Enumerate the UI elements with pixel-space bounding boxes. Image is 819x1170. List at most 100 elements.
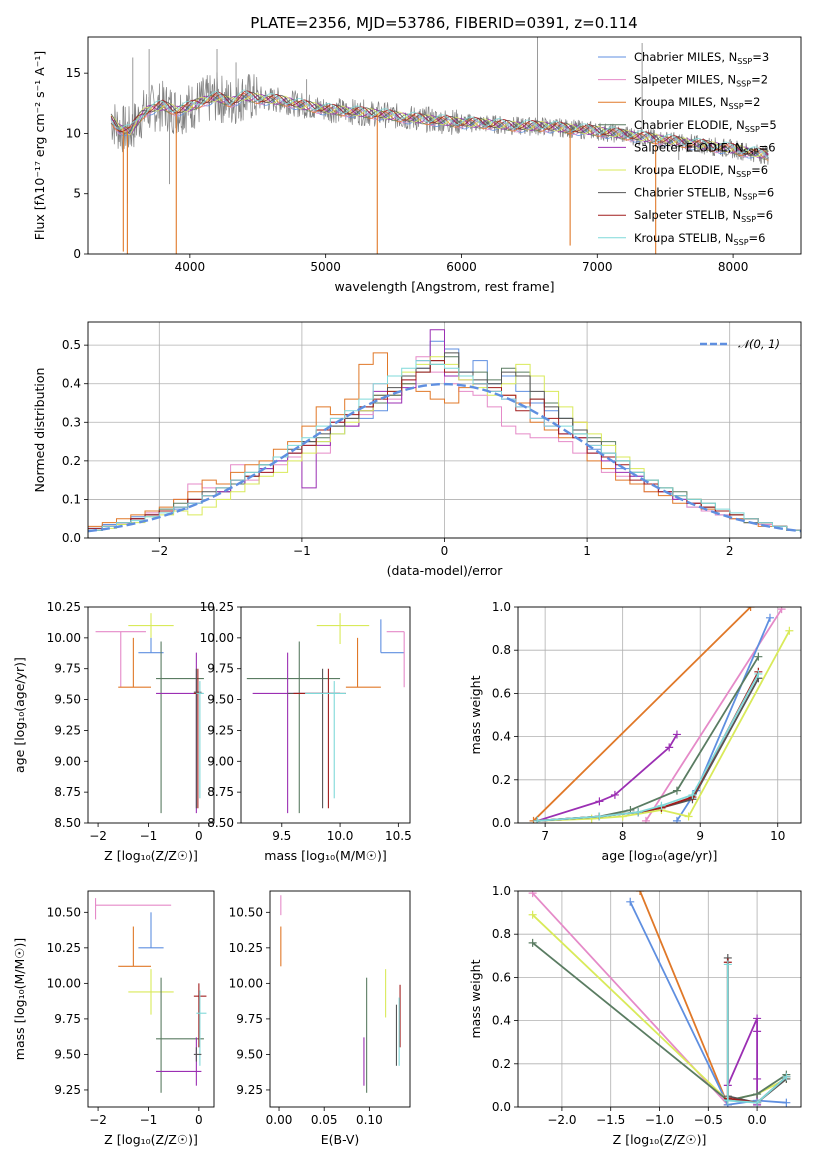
age_vs_mass-panel: 9.5 10.0 10.5 8.50 8.75 9.00 9.25 9.50 9.75 10.00…	[200, 600, 412, 863]
weight_vs_age-xtick-label: 10	[770, 829, 785, 843]
weight_vs_age-ylabel: mass weight	[468, 675, 483, 754]
age_vs_Z-ytick-label: 10.25	[47, 600, 81, 614]
weight_vs_Z-ytick-label: 0.0	[492, 1100, 511, 1114]
legend-label-main: Salpeter MILES, N	[634, 73, 736, 87]
mass_vs_EBV-ytick-label: 10.25	[229, 941, 263, 955]
age_vs_mass-ytick-label: 10.25	[200, 600, 234, 614]
weight-marker	[528, 910, 537, 919]
weight_vs_Z-plot-area	[528, 891, 791, 1107]
residuals-frame	[87, 321, 802, 539]
weight-marker	[595, 812, 604, 821]
legend-label-suffix: =6	[757, 186, 774, 200]
age_vs_Z-ytick-label: 8.50	[54, 816, 81, 830]
legend-label-main: Salpeter ELODIE, N	[634, 140, 744, 154]
age_vs_mass-ytick-label: 9.00	[207, 754, 234, 768]
spectrum-xtick-label: 7000	[582, 260, 613, 274]
weight_vs_age-frame	[517, 606, 802, 824]
weight_vs_Z-ytick-label: 1.0	[492, 884, 511, 898]
weight_vs_Z-xtick-label: −2.0	[547, 1113, 576, 1127]
mass_vs_Z-frame	[87, 890, 215, 1108]
weight-marker	[641, 816, 650, 823]
age_vs_Z-panel: −2 −1 0 8.50 8.75 9.00 9.25 9.50 9.75 10.00 10.25 Z…	[12, 600, 215, 863]
mass_vs_Z-ytick-label: 10.25	[47, 941, 81, 955]
weight_vs_age-ytick-label: 0.2	[492, 773, 511, 787]
spectrum-xtick-label: 4000	[175, 260, 206, 274]
weight_vs_age-panel: 7 8 9 10 0.0 0.2 0.4 0.6 0.8 1.0 age [log₁₀(age/yr…	[468, 600, 802, 863]
weight-line	[532, 942, 787, 1102]
mass_vs_Z-ytick-label: 9.50	[54, 1047, 81, 1061]
weight-marker	[595, 797, 604, 806]
weight-line	[537, 673, 760, 822]
legend-label-suffix: =6	[756, 208, 773, 222]
legend-label-main: Chabrier ELODIE, N	[634, 118, 745, 132]
age_vs_mass-plot-area	[246, 613, 405, 814]
mass_vs_Z-ylabel: mass [log₁₀(M/M☉)]	[12, 938, 27, 1060]
legend-label-sub: SSP	[744, 147, 759, 156]
legend-label: Kroupa MILES, NSSP=2	[634, 95, 760, 111]
mass_vs_Z-xlabel: Z [log₁₀(Z/Z☉)]	[104, 1132, 198, 1147]
age_vs_Z-ytick-label: 9.25	[54, 723, 81, 737]
age_vs_mass-ytick-label: 8.50	[207, 816, 234, 830]
weight-marker	[610, 790, 619, 799]
mass_vs_Z-ytick-label: 10.50	[47, 905, 81, 919]
residuals-ytick-label: 0.1	[62, 492, 81, 506]
mass_vs_Z-panel: −2 −1 0 9.25 9.50 9.75 10.00 10.25 10.50 Z [log₁₀…	[12, 890, 215, 1147]
histogram-series	[88, 360, 801, 538]
weight-marker	[753, 1090, 762, 1099]
weight_vs_Z-ytick-label: 0.4	[492, 1014, 511, 1028]
weight-marker	[753, 1098, 762, 1107]
spectrum-ytick-label: 10	[66, 126, 81, 140]
age_vs_mass-frame	[240, 606, 411, 824]
legend-label: Kroupa STELIB, NSSP=6	[634, 231, 765, 247]
age_vs_Z-xtick-label: −2	[89, 829, 107, 843]
weight_vs_age-xtick-label: 7	[541, 829, 549, 843]
weight-marker	[528, 891, 537, 898]
mass_vs_EBV-ytick-label: 9.75	[236, 1012, 263, 1026]
residuals-plot-area	[88, 329, 801, 538]
age_vs_Z-ytick-label: 9.50	[54, 693, 81, 707]
mass_vs_EBV-ytick-label: 9.50	[236, 1047, 263, 1061]
spectrum-ytick-label: 5	[73, 187, 81, 201]
residuals-panel: −2 −1 0 1 2 0.0 0.1 0.2 0.3 0.4 0.5 𝒩(0, 1) (data-mo…	[32, 321, 802, 578]
weight-marker	[746, 607, 755, 611]
weight-marker	[723, 1096, 732, 1105]
weight-marker	[528, 938, 537, 947]
normal-curve	[88, 382, 801, 533]
legend-label-sub: SSP	[745, 125, 760, 134]
spectrum-xtick-label: 8000	[718, 260, 749, 274]
spectrum-model-line	[110, 93, 769, 158]
legend-label-sub: SSP	[737, 57, 752, 66]
weight_vs_Z-ylabel: mass weight	[468, 959, 483, 1038]
legend-label: 𝒩(0, 1)	[738, 337, 780, 351]
weight-line	[532, 607, 752, 822]
spectrum-frame	[87, 36, 802, 255]
weight-marker	[634, 808, 643, 817]
weight-line	[645, 608, 783, 822]
mass_vs_EBV-panel: 0.00 0.05 0.10 9.25 9.50 9.75 10.00 10.25 10.50 E…	[229, 890, 411, 1147]
weight-marker	[753, 1074, 762, 1083]
weight_vs_Z-xtick-label: 0.0	[748, 1113, 767, 1127]
spectrum-xtick-label: 5000	[310, 260, 341, 274]
mass_vs_Z-ytick-label: 9.25	[54, 1083, 81, 1097]
mass_vs_EBV-xtick-label: 0.05	[311, 1113, 338, 1127]
residuals-xtick-label: 1	[583, 544, 591, 558]
age_vs_mass-ytick-label: 9.50	[207, 693, 234, 707]
spectrum-plot-area	[110, 37, 769, 254]
weight-marker	[765, 613, 774, 622]
age_vs_Z-ytick-label: 9.75	[54, 662, 81, 676]
weight-marker	[672, 816, 681, 823]
weight-line	[537, 671, 760, 822]
weight-marker	[723, 960, 732, 969]
age_vs_mass-xtick-label: 9.5	[272, 829, 291, 843]
weight-marker	[635, 891, 644, 895]
legend-label-main: Salpeter STELIB, N	[634, 208, 741, 222]
age_vs_mass-ytick-label: 9.75	[207, 662, 234, 676]
weight-marker	[753, 1027, 762, 1036]
weight-marker	[688, 790, 697, 799]
legend-label: Chabrier MILES, NSSP=3	[634, 50, 769, 66]
weight_vs_age-ytick-label: 0.8	[492, 643, 511, 657]
weight-marker	[672, 786, 681, 795]
weight_vs_Z-frame	[517, 890, 802, 1108]
